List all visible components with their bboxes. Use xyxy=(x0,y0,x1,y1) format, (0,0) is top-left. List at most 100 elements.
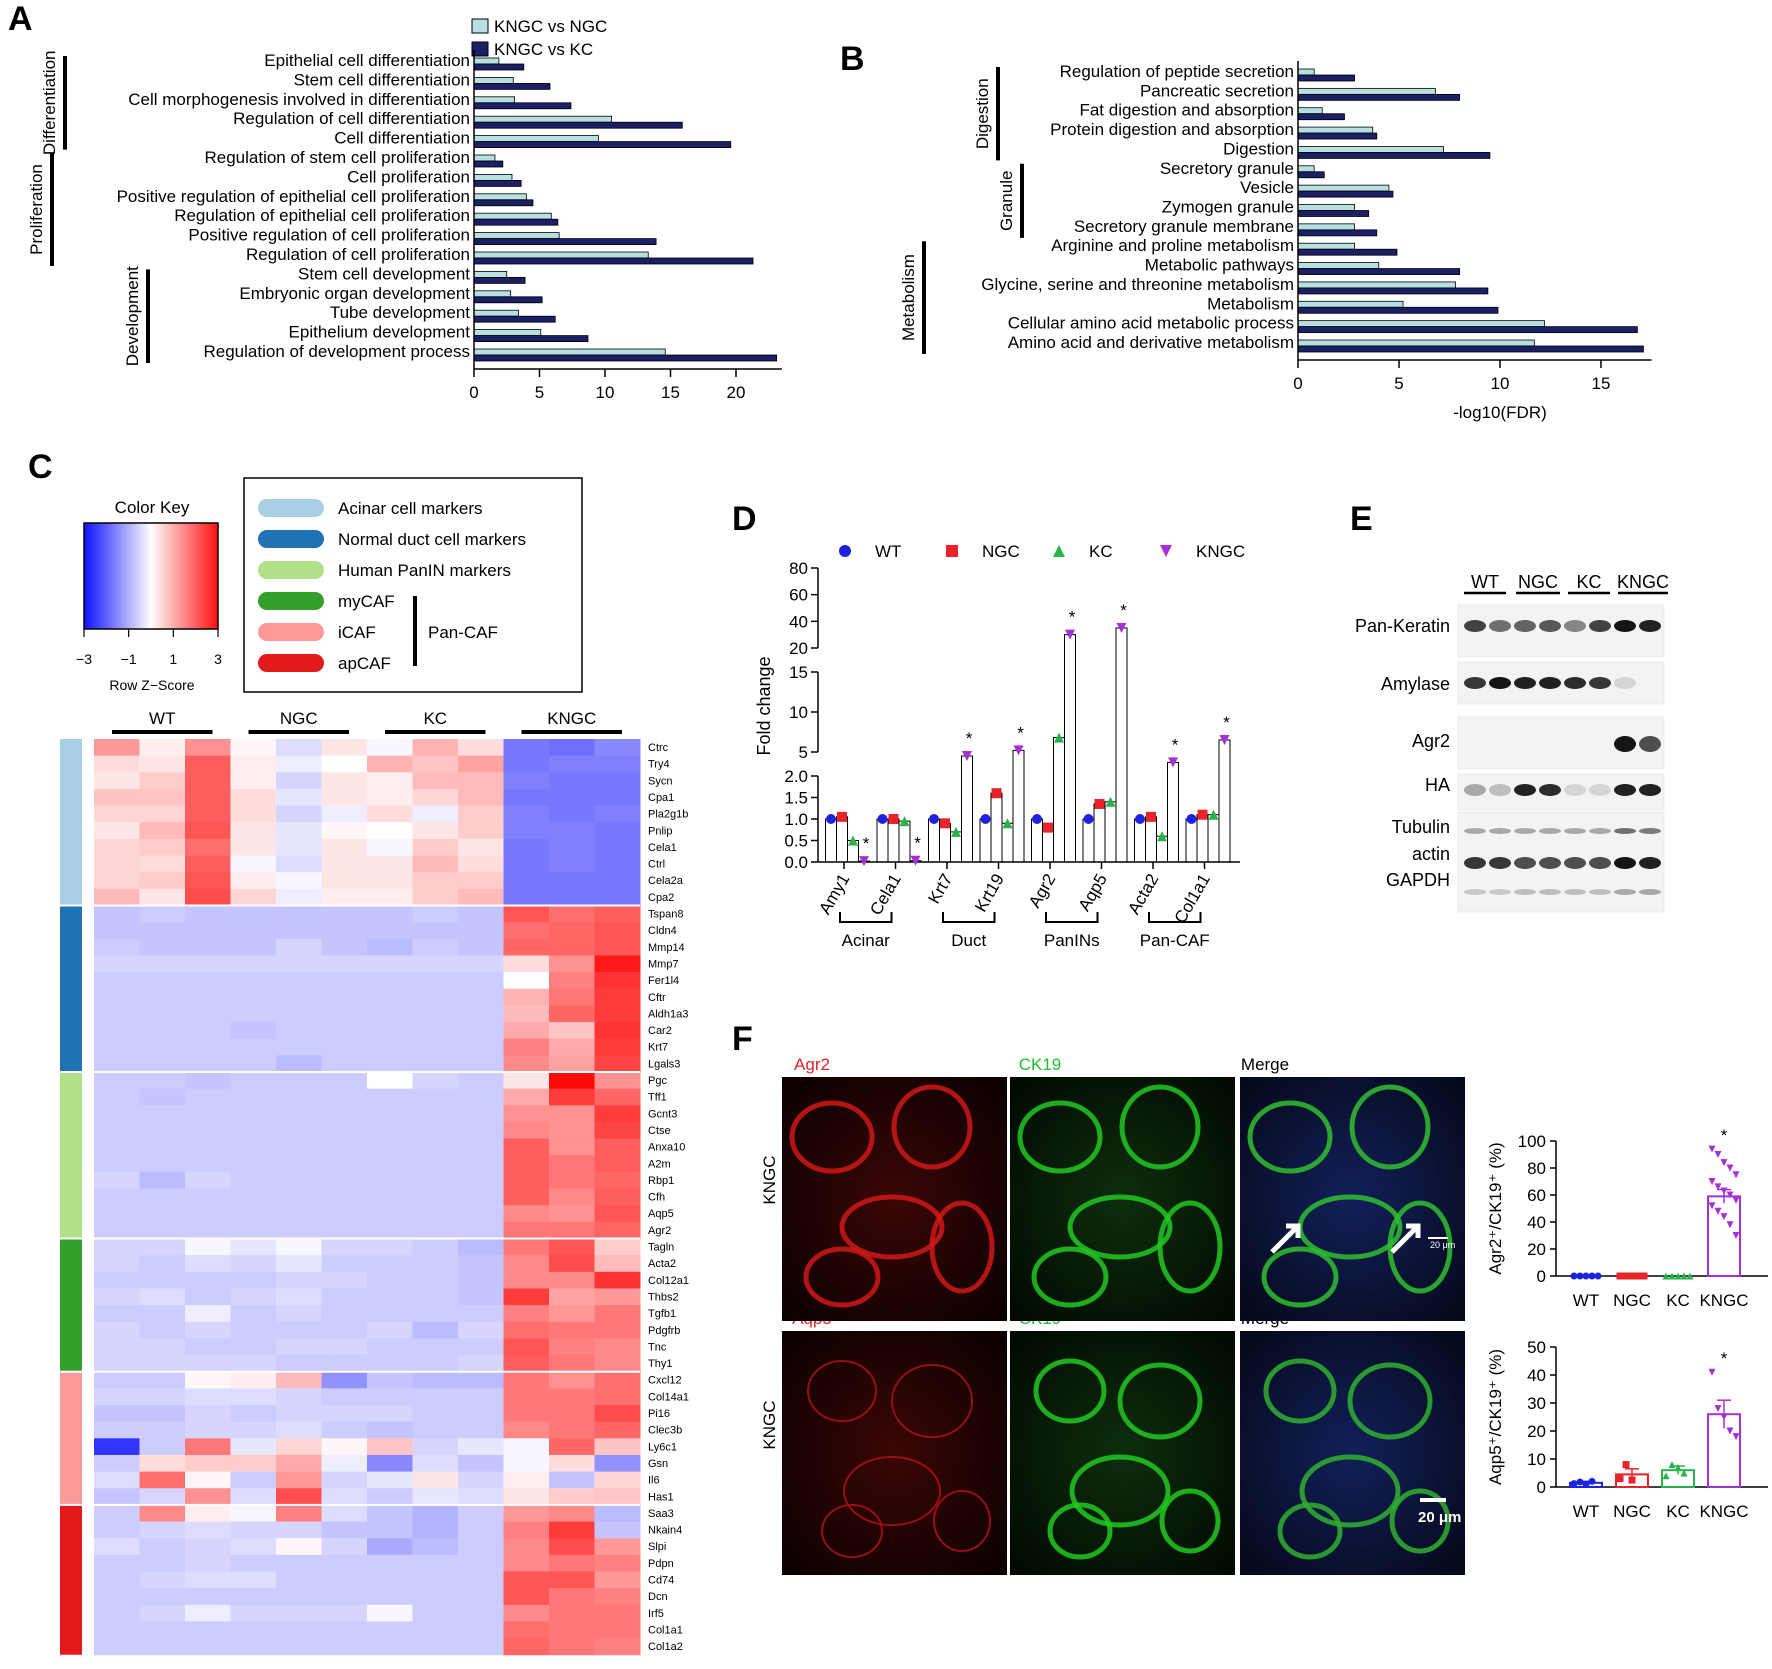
heatmap-cell xyxy=(412,1221,459,1239)
heatmap-cell xyxy=(276,888,322,906)
blot-band xyxy=(1614,736,1636,752)
heatmap-cell xyxy=(367,1421,413,1439)
heatmap-cell xyxy=(94,1155,140,1173)
heatmap-cell xyxy=(276,838,322,857)
heatmap-row-label: Anxa10 xyxy=(648,1142,685,1154)
heatmap-cell xyxy=(185,1022,231,1040)
heatmap-cell xyxy=(230,1088,277,1106)
heatmap-cell xyxy=(230,1638,277,1656)
heatmap-cell xyxy=(549,1538,595,1556)
heatmap-cell xyxy=(458,1088,504,1106)
marker-kc-triangle xyxy=(1674,1463,1682,1471)
heatmap-cell xyxy=(230,872,277,890)
heatmap-cell xyxy=(94,1188,140,1206)
marker-kngc-triangle xyxy=(1065,629,1075,640)
bar-kngc-vs-ngc xyxy=(473,348,666,356)
heatmap-cell xyxy=(594,872,641,890)
heatmap-row-label: Pdgfrb xyxy=(648,1325,680,1337)
heatmap-row-label: Agr2 xyxy=(648,1225,671,1237)
heatmap-cell xyxy=(412,805,459,823)
heatmap-cell xyxy=(139,1188,186,1206)
heatmap-cell xyxy=(321,739,368,757)
heatmap-cell xyxy=(594,1588,641,1606)
heatmap-cell xyxy=(412,1471,459,1489)
heatmap-row-label: Tspan8 xyxy=(648,909,683,921)
y-tick-label: 10 xyxy=(789,703,808,722)
heatmap-cell xyxy=(458,1038,504,1056)
heatmap-cell xyxy=(458,739,504,757)
heatmap-cell xyxy=(549,1405,595,1423)
heatmap-cell xyxy=(94,888,140,906)
heatmap-cell xyxy=(139,788,186,807)
significance-star: * xyxy=(1223,713,1230,732)
blot-band xyxy=(1614,828,1636,834)
legend-label: Normal duct cell markers xyxy=(338,530,526,549)
heatmap-cell xyxy=(94,855,140,873)
category-label: Cellular amino acid metabolic process xyxy=(1008,314,1294,333)
heatmap-cell xyxy=(412,972,459,990)
x-tick-label: 5 xyxy=(535,383,544,402)
bar-kngc-vs-ngc xyxy=(1297,204,1355,211)
heatmap-cell xyxy=(503,1471,550,1489)
category-label: Regulation of stem cell proliferation xyxy=(204,148,470,167)
blot-band xyxy=(1614,784,1636,796)
heatmap-cell xyxy=(412,1604,459,1622)
heatmap-cell xyxy=(139,1338,186,1356)
blot-band xyxy=(1589,784,1611,796)
heatmap-cell xyxy=(549,922,595,940)
heatmap-cell xyxy=(549,755,595,773)
significance-star: * xyxy=(1069,608,1076,627)
category-label: Digestion xyxy=(1223,139,1294,158)
heatmap-cell xyxy=(230,1305,277,1323)
x-tick-label: 20 xyxy=(727,383,746,402)
heatmap-cell xyxy=(321,1471,368,1489)
heatmap-cell xyxy=(503,772,550,790)
gene-group-label: Duct xyxy=(951,931,986,950)
heatmap-row-label: Acta2 xyxy=(648,1258,676,1270)
micrograph-structure xyxy=(933,1490,991,1552)
bar-kngc-vs-kc xyxy=(1297,345,1644,353)
blot-band xyxy=(1564,677,1586,689)
heatmap-cell xyxy=(594,1521,641,1539)
heatmap-cell xyxy=(230,1005,277,1023)
marker-kngc-triangle xyxy=(1720,1159,1728,1167)
heatmap-cell xyxy=(230,1038,277,1056)
heatmap-cell xyxy=(185,955,231,973)
heatmap-cell xyxy=(458,938,504,956)
heatmap-cell xyxy=(276,1055,322,1073)
column-group-label: KC xyxy=(423,709,447,728)
heatmap-cell xyxy=(139,1038,186,1056)
heatmap-cell xyxy=(594,1388,641,1406)
heatmap-cell xyxy=(549,1521,595,1539)
blot-band xyxy=(1589,828,1611,834)
x-tick-label: Agr2 xyxy=(1025,871,1059,912)
heatmap-cell xyxy=(276,772,322,790)
gene-group-label: PanINs xyxy=(1044,931,1100,950)
heatmap-cell xyxy=(367,1188,413,1206)
y-tick-label: 40 xyxy=(1527,1213,1546,1232)
bar-kngc-vs-kc xyxy=(473,276,526,284)
heatmap-cell xyxy=(139,1588,186,1606)
heatmap-cell xyxy=(94,1488,140,1506)
fold-change-bar xyxy=(1207,814,1220,863)
fold-change-bar xyxy=(887,818,900,863)
marker-ngc-square xyxy=(1616,1475,1624,1483)
y-tick-label: 10 xyxy=(1527,1450,1546,1469)
heatmap-cell xyxy=(458,1504,504,1523)
heatmap-cell xyxy=(367,888,413,906)
column-group-label: NGC xyxy=(280,709,318,728)
heatmap-cell xyxy=(276,805,322,823)
marker-kngc-triangle xyxy=(1219,735,1230,745)
heatmap-cell xyxy=(321,1571,368,1589)
heatmap-cell xyxy=(94,1554,140,1572)
heatmap-cell xyxy=(412,1488,459,1506)
heatmap-cell xyxy=(549,1604,595,1622)
heatmap-cell xyxy=(503,755,550,773)
heatmap-cell xyxy=(230,772,277,790)
heatmap-cell xyxy=(230,1504,277,1523)
bar-kngc-vs-ngc xyxy=(1297,339,1535,347)
heatmap-cell xyxy=(367,1305,413,1323)
heatmap-cell xyxy=(458,1471,504,1489)
heatmap-cell xyxy=(94,1022,140,1040)
bar-kngc-vs-ngc xyxy=(1297,146,1444,153)
